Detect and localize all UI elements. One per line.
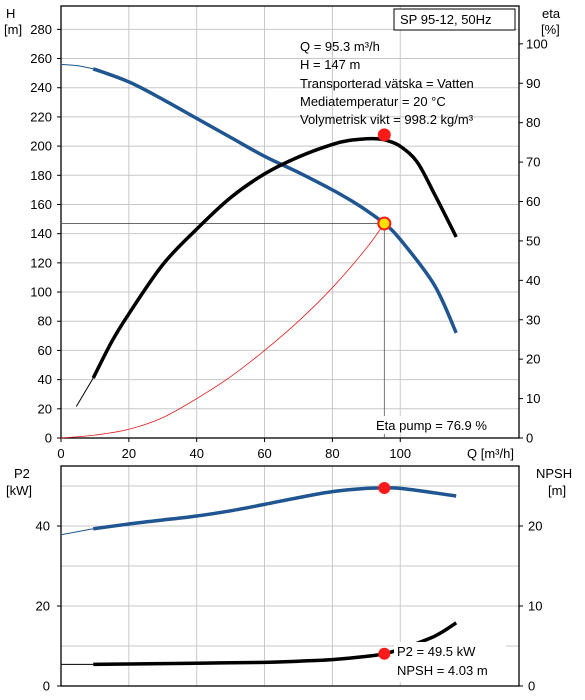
bottom-y-axis-label-line2: [kW] (6, 483, 32, 498)
top-tick-labels: 0 20 40 60 80 1000204060801001201401601802002… (30, 22, 547, 461)
y2-tick-label: 80 (526, 115, 540, 130)
y-tick-label: 260 (30, 51, 52, 66)
npsh-duty-point-marker (378, 647, 391, 660)
info-line-liquid: Transporterad vätska = Vatten (300, 76, 474, 91)
top-y2-axis-label-line2: [%] (541, 22, 560, 37)
info-line-temperature: Mediatemperatur = 20 °C (300, 94, 446, 109)
y-tick-label: 140 (30, 226, 52, 241)
bottom-series-group (60, 482, 458, 667)
x-tick-label: 40 (189, 446, 203, 461)
eta-extension-line (75, 377, 94, 407)
y-tick-label: 240 (30, 80, 52, 95)
bottom-plot-frame (60, 465, 520, 687)
npsh-tick-label: 20 (528, 519, 542, 534)
info-line-density: Volymetrisk vikt = 998.2 kg/m³ (300, 112, 474, 127)
top-plot-frame (60, 5, 520, 439)
y-tick-label: 80 (38, 314, 52, 329)
y-tick-label: 20 (38, 401, 52, 416)
head-duty-point-marker (377, 216, 392, 231)
x-tick-label: 20 (122, 446, 136, 461)
top-gridlines (60, 6, 519, 439)
eta-pump-label: Eta pump = 76.9 % (376, 418, 487, 433)
y2-tick-label: 10 (526, 391, 540, 406)
bottom-y2-axis-label-line1: NPSH (536, 466, 572, 481)
y-tick-label: 40 (38, 372, 52, 387)
x-tick-label: 80 (325, 446, 339, 461)
x-tick-label: 60 (257, 446, 271, 461)
p2-duty-point-marker (378, 482, 391, 494)
eta-label-box (373, 416, 507, 434)
p2-tick-label: 0 (43, 679, 50, 694)
x-tick-label: 0 (57, 446, 64, 461)
y-tick-label: 120 (30, 255, 52, 270)
y-tick-label: 100 (30, 285, 52, 300)
top-x-axis-label: Q [m³/h] (467, 446, 514, 461)
p2-tick-label: 40 (36, 519, 50, 534)
top-y-axis-label-line2: [m] (4, 22, 22, 37)
chart-title: SP 95-12, 50Hz (400, 12, 492, 27)
y-tick-label: 180 (30, 168, 52, 183)
eta-curve-line (91, 136, 458, 379)
y2-tick-label: 20 (526, 352, 540, 367)
y2-tick-label: 100 (526, 36, 548, 51)
eta-duty-point-marker (377, 128, 391, 142)
p2-extension-line (60, 528, 94, 536)
info-line-head: H = 147 m (300, 57, 360, 72)
top-y2-axis-label-line1: eta (542, 6, 561, 21)
y2-tick-label: 0 (526, 431, 533, 446)
y-tick-label: 160 (30, 197, 52, 212)
y2-tick-label: 50 (526, 233, 540, 248)
p2-tick-label: 20 (36, 599, 50, 614)
y-tick-label: 200 (30, 139, 52, 154)
head-extension-line (60, 63, 94, 70)
p2-npsh-label-box (394, 642, 506, 682)
y2-tick-label: 70 (526, 155, 540, 170)
p2-curve-line (92, 486, 457, 531)
system-curve-line (60, 223, 385, 439)
y-tick-label: 220 (30, 109, 52, 124)
y-tick-label: 0 (45, 431, 52, 446)
info-line-flow: Q = 95.3 m³/h (300, 39, 380, 54)
y2-tick-label: 30 (526, 312, 540, 327)
chart-title-box (393, 8, 516, 31)
head-curve-line (92, 67, 458, 334)
top-y-axis-label-line1: H (6, 6, 15, 21)
npsh-tick-label: 0 (528, 679, 535, 694)
y2-tick-label: 90 (526, 76, 540, 91)
bottom-y2-axis-label-line2: [m] (548, 483, 566, 498)
y2-tick-label: 60 (526, 194, 540, 209)
p2-label: P2 = 49.5 kW (397, 644, 476, 659)
x-tick-label: 100 (389, 446, 411, 461)
y-tick-label: 280 (30, 22, 52, 37)
top-series-group (60, 63, 458, 439)
bottom-y-axis-label-line1: P2 (14, 466, 30, 481)
y2-tick-label: 40 (526, 273, 540, 288)
npsh-label: NPSH = 4.03 m (397, 663, 488, 678)
npsh-tick-label: 10 (528, 599, 542, 614)
y-tick-label: 60 (38, 343, 52, 358)
bottom-tick-labels: 0 20 40 0 10 20 (36, 519, 543, 694)
